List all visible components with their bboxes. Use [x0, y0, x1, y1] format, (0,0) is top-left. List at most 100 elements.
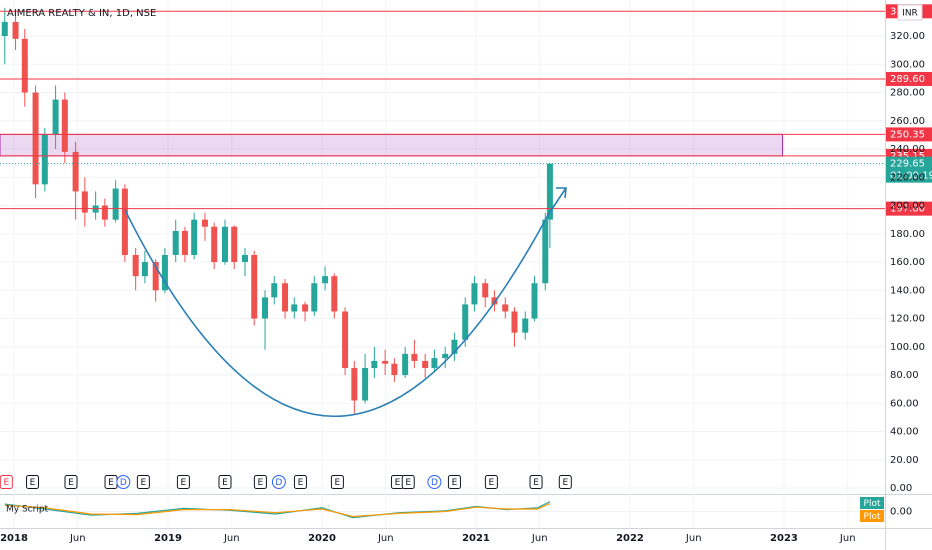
event-label: E — [68, 478, 74, 488]
candle-body — [41, 134, 48, 185]
dividend-marker — [427, 475, 442, 489]
event-label: E — [141, 478, 147, 488]
candle-body — [152, 262, 159, 291]
candle-body — [382, 360, 389, 364]
x-tick-label: 2023 — [770, 533, 798, 544]
earnings-marker — [64, 475, 78, 489]
earnings-marker — [293, 475, 307, 489]
earnings-marker — [0, 475, 13, 489]
candle-body — [282, 283, 289, 312]
event-label: E — [335, 478, 341, 488]
level-label-box — [886, 71, 932, 86]
level-label: 197.80 — [890, 204, 925, 215]
y-tick-label: 20.00 — [890, 455, 919, 466]
zone-rect — [0, 133, 783, 157]
level-label-box — [886, 127, 932, 142]
level-label: 250.35 — [890, 129, 925, 140]
candle-body — [12, 21, 19, 39]
last-price-box — [886, 156, 932, 183]
event-label: D — [431, 478, 438, 488]
candle-body — [442, 353, 449, 359]
event-label: E — [395, 478, 401, 488]
x-tick-label: 2018 — [0, 533, 28, 544]
y-tick-label: 300.00 — [890, 59, 925, 70]
indicator-pane: 0.00 Plot Plot — [0, 497, 912, 522]
x-tick-label: 2022 — [616, 533, 644, 544]
candle-body — [201, 219, 208, 227]
candle-body — [471, 283, 478, 305]
candle-body — [191, 219, 198, 255]
y-tick-label: 240.00 — [890, 144, 925, 155]
earnings-marker — [447, 475, 461, 489]
candle-body — [482, 283, 489, 298]
y-tick-label: 80.00 — [890, 370, 919, 381]
candle-body — [362, 367, 369, 401]
candle-body — [546, 163, 553, 220]
candle-body — [411, 353, 418, 361]
y-tick-label: 40.00 — [890, 427, 919, 438]
candle-body — [81, 191, 88, 213]
x-tick-label: 2020 — [308, 533, 336, 544]
candle-body — [221, 226, 228, 263]
x-tick-label: Jun — [685, 533, 702, 544]
event-label: E — [108, 478, 114, 488]
earnings-marker — [25, 475, 39, 489]
candle-body — [302, 304, 309, 312]
y-tick-label: 320.00 — [890, 31, 925, 42]
candle-body — [391, 363, 398, 376]
earnings-marker — [176, 475, 190, 489]
earnings-marker — [529, 475, 543, 489]
candle-body — [422, 360, 429, 368]
x-tick-label: Jun — [223, 533, 240, 544]
event-label: E — [222, 478, 228, 488]
event-label: E — [405, 478, 411, 488]
event-label: E — [181, 478, 187, 488]
earnings-marker — [401, 475, 415, 489]
candle-body — [32, 92, 39, 185]
candle-body — [511, 311, 518, 333]
earnings-marker — [136, 475, 150, 489]
candle-body — [342, 311, 349, 368]
candle-body — [242, 254, 249, 263]
y-tick-label: 100.00 — [890, 342, 925, 353]
y-tick-label: 140.00 — [890, 285, 925, 296]
y-tick-label: 200.00 — [890, 201, 925, 212]
candle-body — [172, 230, 179, 255]
candle-body — [141, 262, 148, 277]
event-label: E — [298, 478, 304, 488]
y-tick-label: 180.00 — [890, 229, 925, 240]
y-tick-label: 280.00 — [890, 88, 925, 99]
y-tick-label: 60.00 — [890, 398, 919, 409]
indicator-legend-box — [860, 497, 884, 509]
x-tick-label: Jun — [69, 533, 86, 544]
candle-body — [522, 318, 529, 333]
x-tick-label: Jun — [839, 533, 856, 544]
event-label: E — [452, 478, 458, 488]
candle-body — [101, 205, 108, 220]
event-label: D — [120, 478, 127, 488]
candle-body — [231, 226, 238, 263]
arrow-drawing — [547, 187, 567, 216]
candle-body — [291, 304, 298, 312]
candle-body — [72, 151, 79, 192]
earnings-marker — [253, 475, 267, 489]
y-tick-label: 220.00 — [890, 172, 925, 183]
candle-body — [121, 188, 128, 255]
earnings-marker — [484, 475, 498, 489]
event-label: E — [258, 478, 264, 488]
candle-body — [502, 304, 509, 312]
cup-drawing — [124, 209, 549, 418]
candle-body — [322, 276, 329, 284]
candle-body — [491, 297, 498, 305]
indicator-line — [4, 502, 551, 518]
event-label: D — [275, 478, 282, 488]
dividend-marker — [271, 475, 286, 489]
candle-body — [402, 353, 409, 376]
indicator-legend-box — [860, 510, 884, 522]
indicator-title: My Script — [6, 505, 49, 515]
earnings-marker — [218, 475, 232, 489]
candle-body — [211, 226, 218, 263]
currency: INR — [902, 9, 918, 19]
y-tick-label: 0.00 — [890, 483, 912, 494]
